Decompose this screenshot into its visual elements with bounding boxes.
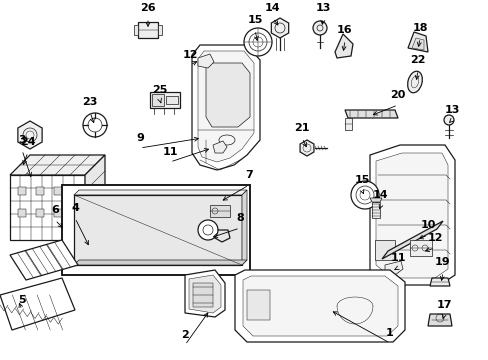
Text: 2: 2	[181, 330, 188, 340]
Polygon shape	[10, 175, 85, 240]
Polygon shape	[411, 38, 423, 50]
Bar	[134, 25, 138, 35]
Polygon shape	[369, 145, 454, 285]
Polygon shape	[381, 221, 442, 259]
Polygon shape	[74, 260, 246, 265]
Polygon shape	[427, 314, 451, 326]
Bar	[36, 187, 44, 195]
Polygon shape	[10, 240, 78, 280]
Text: 20: 20	[389, 90, 405, 100]
Polygon shape	[345, 118, 351, 130]
Polygon shape	[213, 141, 226, 153]
Text: 12: 12	[427, 233, 442, 243]
Polygon shape	[243, 276, 397, 336]
Polygon shape	[198, 54, 214, 68]
Text: 19: 19	[434, 257, 450, 267]
Bar	[18, 187, 26, 195]
Text: 14: 14	[372, 190, 388, 200]
Polygon shape	[429, 278, 449, 286]
Text: 11: 11	[389, 253, 405, 263]
Text: 1: 1	[386, 328, 393, 338]
Polygon shape	[18, 121, 42, 149]
Text: 10: 10	[420, 220, 435, 230]
Bar	[18, 209, 26, 217]
Circle shape	[443, 115, 453, 125]
Text: 21: 21	[294, 123, 309, 133]
Circle shape	[350, 181, 378, 209]
Text: 12: 12	[182, 50, 197, 60]
Polygon shape	[10, 155, 105, 175]
Bar	[54, 209, 62, 217]
Ellipse shape	[407, 71, 422, 93]
Text: 14: 14	[264, 3, 280, 13]
Bar	[158, 25, 162, 35]
Bar	[62, 185, 249, 275]
Text: 16: 16	[337, 25, 352, 35]
Polygon shape	[0, 278, 75, 330]
Text: 15: 15	[354, 175, 369, 185]
Text: 23: 23	[82, 97, 98, 107]
Circle shape	[312, 21, 326, 35]
Polygon shape	[374, 240, 394, 260]
Text: 13: 13	[315, 3, 330, 13]
Bar	[193, 283, 213, 307]
Polygon shape	[209, 205, 229, 217]
Polygon shape	[150, 92, 180, 108]
Polygon shape	[85, 155, 105, 240]
Polygon shape	[198, 51, 253, 162]
Text: 18: 18	[411, 23, 427, 33]
Text: 15: 15	[247, 15, 262, 25]
Polygon shape	[74, 195, 242, 265]
Text: 3: 3	[18, 135, 26, 145]
Text: 13: 13	[444, 105, 459, 115]
Text: 5: 5	[18, 295, 26, 305]
Polygon shape	[246, 290, 269, 320]
Polygon shape	[334, 34, 352, 58]
Polygon shape	[375, 153, 447, 278]
Polygon shape	[205, 63, 249, 127]
Bar	[72, 209, 80, 217]
Text: 4: 4	[71, 203, 79, 213]
Text: 26: 26	[140, 3, 156, 13]
Text: 22: 22	[409, 55, 425, 65]
Polygon shape	[192, 45, 260, 170]
Polygon shape	[242, 190, 246, 265]
Text: 8: 8	[236, 213, 244, 223]
Text: 9: 9	[136, 133, 143, 143]
Bar	[72, 187, 80, 195]
Polygon shape	[371, 202, 379, 218]
Polygon shape	[369, 198, 381, 202]
Circle shape	[244, 28, 271, 56]
Polygon shape	[300, 140, 313, 156]
Text: 11: 11	[162, 147, 177, 157]
Circle shape	[83, 113, 107, 137]
Polygon shape	[74, 190, 246, 195]
Polygon shape	[407, 32, 427, 52]
Bar	[152, 94, 163, 106]
Text: 7: 7	[244, 170, 252, 180]
Text: 25: 25	[152, 85, 167, 95]
Bar	[409, 240, 431, 256]
Circle shape	[198, 220, 218, 240]
Text: 24: 24	[20, 137, 36, 147]
Bar	[36, 209, 44, 217]
Bar	[165, 96, 178, 104]
Polygon shape	[384, 261, 402, 275]
Text: 6: 6	[51, 205, 59, 215]
Polygon shape	[235, 270, 404, 342]
Polygon shape	[271, 18, 288, 38]
Text: 17: 17	[435, 300, 451, 310]
Polygon shape	[189, 275, 221, 313]
Polygon shape	[345, 110, 397, 118]
Bar	[54, 187, 62, 195]
Polygon shape	[184, 270, 224, 317]
Bar	[138, 22, 158, 38]
